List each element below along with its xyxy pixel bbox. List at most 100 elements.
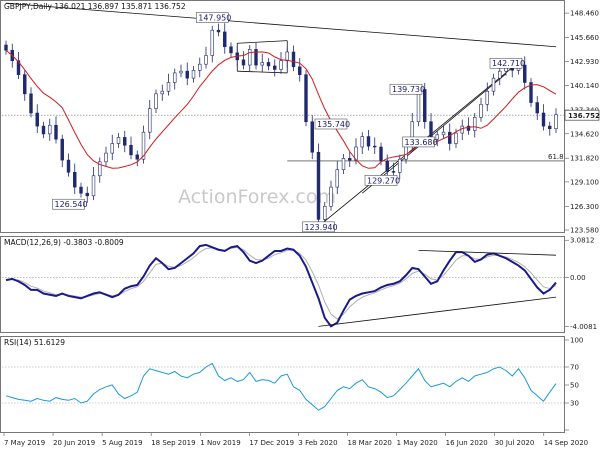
price-candle-body	[35, 112, 39, 127]
price-candle-body	[166, 82, 171, 92]
price-annotation-box	[314, 118, 348, 130]
rsi-y-tick-label: 100	[570, 337, 583, 345]
moving-average-line	[5, 49, 557, 169]
price-candle-body	[391, 171, 396, 173]
price-candle-body	[179, 70, 183, 74]
price-candle-body	[60, 138, 64, 161]
price-candle-body	[191, 69, 196, 79]
price-candle-body	[229, 46, 233, 54]
price-candle-body	[535, 102, 539, 114]
rising-channel-resistance	[361, 73, 507, 194]
price-y-tick-label: 142.930	[570, 58, 599, 66]
price-annotation-box	[389, 83, 423, 95]
price-candle-body	[491, 77, 496, 92]
price-candle-body	[210, 29, 214, 56]
price-candle-body	[310, 121, 314, 153]
price-y-tick-label: 140.140	[570, 82, 599, 90]
price-candle-body	[473, 117, 477, 131]
price-candle-body	[273, 65, 277, 70]
x-tick-label: 14 Sep 2020	[544, 439, 588, 447]
price-candle-body	[54, 124, 58, 140]
x-tick-label: 30 Jul 2020	[495, 439, 535, 447]
price-candle-body	[379, 146, 383, 162]
x-tick-label: 3 Feb 2020	[298, 439, 337, 447]
macd-panel-title: MACD(12,26,9) -0.3803 -0.8009	[4, 238, 124, 247]
price-annotation-label: 123.940	[305, 223, 338, 232]
price-candle-body	[241, 59, 246, 66]
price-candle-body	[291, 51, 296, 68]
price-candle-body	[348, 158, 352, 161]
price-annotation-box	[196, 12, 229, 23]
macd-y-tick-label: 0.00	[570, 274, 586, 282]
price-candle-body	[279, 60, 283, 70]
price-candle-body	[254, 49, 258, 66]
price-y-tick-label: 129.100	[570, 178, 599, 186]
price-candle-body	[523, 64, 527, 83]
price-candle-body	[85, 192, 89, 197]
price-candle-body	[435, 134, 439, 140]
price-candle-body	[173, 72, 177, 83]
fib-level-label: 61.8	[548, 153, 564, 161]
rsi-y-tick-label: 30	[570, 400, 579, 408]
price-annotation-label: 133.680	[405, 138, 438, 147]
x-tick-label: 17 Dec 2019	[249, 439, 294, 447]
price-candle-body	[454, 132, 458, 144]
price-candle-body	[79, 186, 83, 194]
price-candle-body	[385, 160, 389, 172]
macd-signal-line	[5, 246, 557, 320]
price-annotation-label: 139.730	[392, 85, 425, 94]
price-candle-body	[548, 125, 552, 130]
macd-support-trendline	[318, 296, 557, 327]
x-tick-label: 1 Nov 2019	[200, 439, 240, 447]
watermark: ActionForex.com	[178, 186, 336, 208]
rsi-panel-title: RSI(14) 51.6129	[4, 338, 65, 347]
price-candle-body	[129, 144, 133, 156]
price-candle-body	[298, 66, 302, 75]
box-top	[237, 40, 288, 44]
rsi-y-tick-label: 70	[570, 364, 579, 372]
price-candle-body	[248, 49, 252, 66]
price-candle-body	[66, 159, 71, 173]
price-annotation-box	[52, 198, 85, 210]
price-candle-body	[479, 103, 483, 118]
price-annotation-label: 147.950	[198, 14, 231, 23]
price-candle-body	[466, 125, 471, 131]
price-candle-body	[366, 136, 371, 147]
price-candle-body	[16, 60, 21, 75]
price-candle-body	[204, 55, 208, 65]
price-candle-body	[198, 63, 202, 71]
price-candle-body	[316, 151, 321, 220]
price-annotation-box	[489, 57, 523, 69]
price-candle-body	[123, 137, 127, 146]
price-y-tick-label: 131.820	[570, 155, 599, 163]
price-candle-body	[223, 31, 227, 48]
price-y-tick-label: 134.620	[570, 130, 599, 138]
price-candle-body	[116, 137, 121, 144]
price-candle-body	[185, 70, 189, 79]
x-tick-label: 5 Aug 2019	[102, 439, 142, 447]
price-candle-body	[104, 152, 108, 163]
price-candle-body	[216, 29, 221, 33]
macd-y-tick-label: 3.0812	[570, 237, 595, 245]
price-candle-body	[429, 121, 433, 140]
macd-y-tick-label: -4.0081	[570, 323, 597, 331]
price-candle-body	[266, 62, 271, 67]
x-tick-label: 16 Jun 2020	[446, 439, 488, 447]
price-candle-body	[398, 158, 402, 173]
price-annotation-box	[364, 175, 398, 186]
price-candle-body	[323, 205, 327, 220]
price-candle-body	[373, 145, 377, 148]
current-price-box	[564, 109, 600, 121]
price-candle-body	[329, 186, 333, 207]
price-candle-body	[148, 108, 152, 133]
x-tick-label: 18 Mar 2020	[347, 439, 391, 447]
price-candle-body	[423, 89, 427, 123]
price-candle-body	[135, 154, 139, 160]
price-candle-body	[360, 136, 364, 148]
price-candle-body	[141, 131, 146, 160]
price-candle-body	[41, 125, 46, 135]
price-candle-body	[260, 62, 264, 66]
price-candle-body	[441, 131, 446, 136]
x-tick-label: 1 May 2020	[397, 439, 438, 447]
